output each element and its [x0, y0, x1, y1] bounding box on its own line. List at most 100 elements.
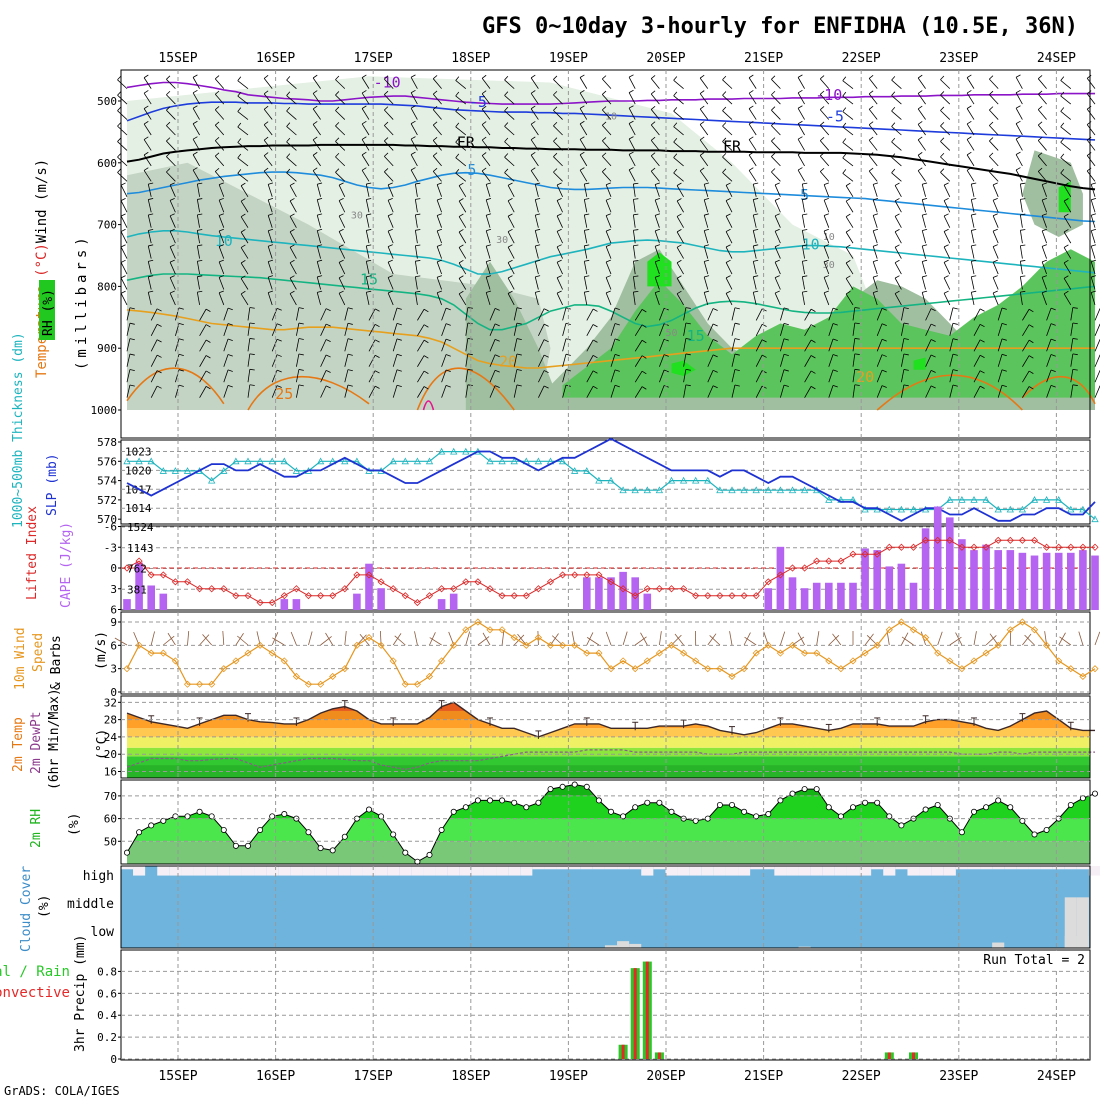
wind-barb-flag: [797, 136, 803, 140]
wind-barb: [120, 293, 128, 306]
cloud-high-clear: [810, 866, 823, 876]
wind-barb-flag: [504, 106, 509, 112]
wind-barb: [289, 185, 297, 197]
wind-barb-flag: [530, 121, 536, 125]
wind-barb: [943, 262, 951, 275]
y-tick-label: 700: [97, 219, 117, 232]
wind-barb: [774, 262, 781, 275]
wind-barb: [801, 183, 805, 197]
wind-barb: [634, 355, 643, 367]
wind-barb: [436, 246, 442, 259]
date-label-top: 15SEP: [158, 51, 197, 66]
wind-barb: [538, 370, 545, 383]
wind-barb-flag: [992, 182, 998, 186]
wind-barb-flag: [712, 323, 718, 327]
wind-barb-flag: [361, 74, 367, 78]
wind-barb: [196, 292, 200, 306]
wind-barb-flag: [197, 198, 203, 200]
rh-marker: [535, 799, 542, 806]
cape-tick-label: 381: [127, 583, 147, 596]
wind-barb-flag: [156, 323, 162, 327]
li-marker: [607, 578, 615, 586]
wind-barb: [534, 276, 539, 290]
run-total-label: Run Total = 2: [983, 953, 1085, 968]
isotherm-label: -10: [815, 86, 842, 104]
wind-barb: [774, 200, 781, 213]
cape-bar: [1006, 550, 1015, 610]
wind-barb-flag: [335, 91, 340, 96]
wind-barb: [780, 307, 785, 321]
wind-barb: [707, 339, 714, 352]
wind-barb-flag: [1063, 182, 1069, 186]
cloud-high-clear: [592, 866, 605, 870]
minmax-ylabel: (6hr Min/Max): [47, 688, 62, 790]
rh-marker: [196, 808, 203, 815]
wind-barb-flag: [579, 120, 585, 125]
wind10-marker: [885, 626, 893, 634]
wind-barb-flag: [922, 275, 928, 278]
wind-barb: [263, 78, 273, 89]
y-tick-label: 6: [110, 604, 117, 617]
wind-barb-flag: [366, 198, 372, 200]
wind-barb-flag: [117, 137, 122, 142]
wind-barb: [748, 108, 757, 120]
wind-barb: [586, 339, 594, 352]
cloud-high-clear: [1064, 866, 1077, 870]
wind-barb-flag: [504, 75, 509, 81]
wind-barb-flag: [148, 275, 154, 278]
wind-barb-flag: [584, 182, 590, 185]
wind-barb-flag: [410, 151, 416, 155]
wind-barb: [943, 200, 951, 213]
wind-barb-flag: [347, 369, 353, 372]
li-marker: [304, 592, 313, 600]
wind-barb-flag: [722, 153, 727, 158]
rh-region: [562, 249, 1095, 398]
wind-barb-flag: [289, 290, 295, 294]
wind-barb: [218, 199, 225, 213]
wind-barb-flag: [992, 259, 998, 263]
wind-barb-flag: [753, 198, 759, 200]
rh-marker: [559, 783, 566, 790]
wind-barb-flag: [143, 167, 149, 171]
wind-barb: [650, 155, 660, 167]
thickness-marker: [450, 447, 458, 455]
wind-barb-flag: [753, 290, 759, 293]
isotherm-warm: [126, 367, 1096, 411]
wind-barb: [752, 230, 757, 244]
wind-barb-flag: [602, 106, 607, 111]
wind-barb-flag: [387, 182, 393, 186]
wind-barb: [823, 292, 830, 306]
wind-barb: [901, 384, 905, 398]
thickness-marker: [123, 457, 131, 465]
wind-barb: [489, 308, 496, 321]
wind-barb: [868, 139, 878, 151]
wind-barb-flag: [1063, 229, 1069, 233]
wind-barb: [169, 200, 176, 213]
wind-barb: [1046, 323, 1052, 336]
wind10-marker: [559, 641, 567, 649]
wind-barb-flag: [614, 353, 620, 357]
wind-barb-flag: [415, 182, 421, 185]
wind-barb: [240, 216, 249, 228]
wind-barb-flag: [628, 89, 634, 93]
wind-barb: [628, 138, 636, 151]
wind-barb: [312, 93, 321, 105]
y-tick-label: 1000: [91, 404, 118, 417]
wind-barb-flag: [1028, 370, 1034, 374]
wind-barb-flag: [205, 355, 211, 359]
wind-barb: [722, 94, 733, 105]
wind-barb-flag: [832, 369, 838, 372]
wind-barb-flag: [592, 370, 598, 374]
wind-barb: [192, 77, 200, 89]
wind-barb: [673, 79, 684, 89]
wind-barb-flag: [650, 152, 656, 157]
li-marker: [1006, 536, 1014, 544]
cloud-high-clear: [580, 866, 593, 870]
cape-bar: [365, 563, 373, 610]
wind-barb-flag: [725, 213, 731, 217]
wind-barb-flag: [584, 244, 590, 247]
cloud-background: [121, 866, 1090, 948]
wind-barb: [562, 369, 567, 383]
wind-barb: [828, 307, 834, 321]
wind-barb: [632, 230, 636, 244]
